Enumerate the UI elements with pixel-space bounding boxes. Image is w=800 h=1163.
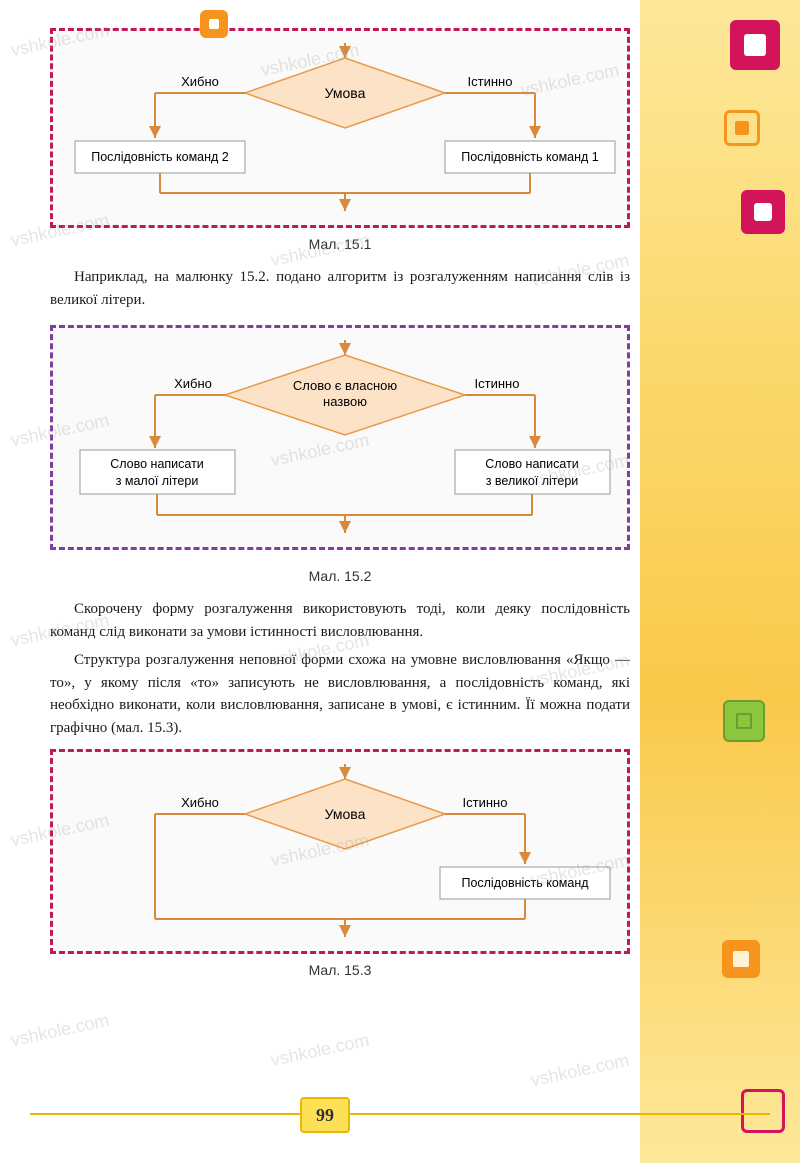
decor-square-red-2 xyxy=(741,190,785,234)
paragraph-1: Наприклад, на малюнку 15.2. подано алгор… xyxy=(50,266,630,311)
caption-2: Мал. 15.2 xyxy=(50,568,630,584)
right-box-text: Послідовність команд 1 xyxy=(461,150,599,164)
diagram-3-container: Умова Хибно Істинно Послідовність команд xyxy=(50,749,630,954)
decor-square-top xyxy=(200,10,228,38)
page-footer-line xyxy=(30,1113,770,1115)
false-label: Хибно xyxy=(174,376,212,391)
decor-square-red xyxy=(730,20,780,70)
right-box-text: Послідовність команд xyxy=(461,876,589,890)
flowchart-2: Слово є власною назвою Хибно Істинно Сло… xyxy=(65,340,625,535)
caption-3: Мал. 15.3 xyxy=(50,962,630,978)
true-label: Істинно xyxy=(468,74,513,89)
decor-square-orange xyxy=(722,940,760,978)
decor-square-bottom xyxy=(741,1089,785,1133)
condition-text: Умова xyxy=(325,806,366,822)
page-number: 99 xyxy=(300,1097,350,1133)
paragraph-2: Скорочену форму розгалуження використову… xyxy=(50,598,630,643)
condition-text-l1: Слово є власною xyxy=(293,378,398,393)
true-label: Істинно xyxy=(475,376,520,391)
page-content: Умова Хибно Істинно Послідовність команд… xyxy=(0,0,640,1012)
decor-square-green xyxy=(723,700,765,742)
left-box-text: Послідовність команд 2 xyxy=(91,150,229,164)
right-box-l1: Слово написати xyxy=(485,457,579,471)
true-label: Істинно xyxy=(463,795,508,810)
false-label: Хибно xyxy=(181,74,219,89)
flowchart-1: Умова Хибно Істинно Послідовність команд… xyxy=(65,43,625,213)
left-box-l1: Слово написати xyxy=(110,457,204,471)
right-box-l2: з великої літери xyxy=(486,474,579,488)
false-label: Хибно xyxy=(181,795,219,810)
condition-text-l2: назвою xyxy=(323,394,367,409)
watermark: vshkole.com xyxy=(529,1050,631,1091)
sidebar-decoration xyxy=(640,0,800,1163)
diagram-2-container: Слово є власною назвою Хибно Істинно Сло… xyxy=(50,325,630,550)
watermark: vshkole.com xyxy=(269,1030,371,1071)
flowchart-3: Умова Хибно Істинно Послідовність команд xyxy=(65,764,625,939)
watermark: vshkole.com xyxy=(9,1010,111,1051)
decor-square-orange-hollow xyxy=(724,110,760,146)
diagram-1-container: Умова Хибно Істинно Послідовність команд… xyxy=(50,28,630,228)
paragraph-3: Структура розгалуження неповної форми сх… xyxy=(50,649,630,739)
left-box-l2: з малої літери xyxy=(116,474,199,488)
caption-1: Мал. 15.1 xyxy=(50,236,630,252)
condition-text: Умова xyxy=(325,85,366,101)
